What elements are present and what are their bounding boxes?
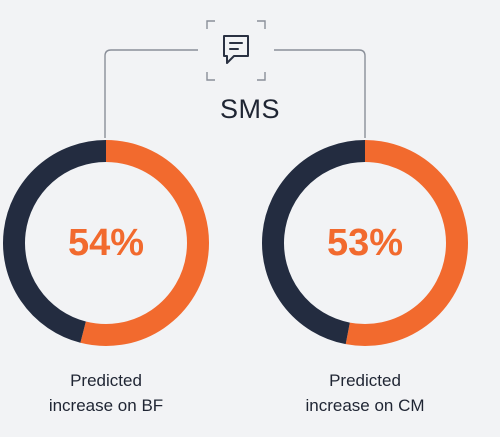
donut-0-slice-1 <box>3 140 107 343</box>
icon-frame-corners <box>206 20 266 81</box>
caption-bf-line-1: Predicted <box>70 371 142 390</box>
donut-value-bf: 54% <box>67 222 145 264</box>
donut-1-slice-0 <box>345 140 468 346</box>
donut-caption-bf: Predicted increase on BF <box>6 368 206 418</box>
donut-0-slice-0 <box>80 140 209 346</box>
caption-bf-line-2: increase on BF <box>48 396 164 415</box>
chat-bubble-icon <box>223 35 249 64</box>
caption-cm-line-2: increase on CM <box>305 396 425 415</box>
donut-1-slice-1 <box>262 140 366 345</box>
donut-caption-cm: Predicted increase on CM <box>265 368 465 418</box>
donut-chart-bf <box>3 140 209 346</box>
connector-line-right <box>274 49 366 138</box>
donut-value-cm: 53% <box>326 222 404 264</box>
connector-line-left <box>104 49 198 138</box>
donut-chart-cm <box>262 140 468 346</box>
channel-label: SMS <box>219 94 280 124</box>
caption-cm-line-1: Predicted <box>329 371 401 390</box>
